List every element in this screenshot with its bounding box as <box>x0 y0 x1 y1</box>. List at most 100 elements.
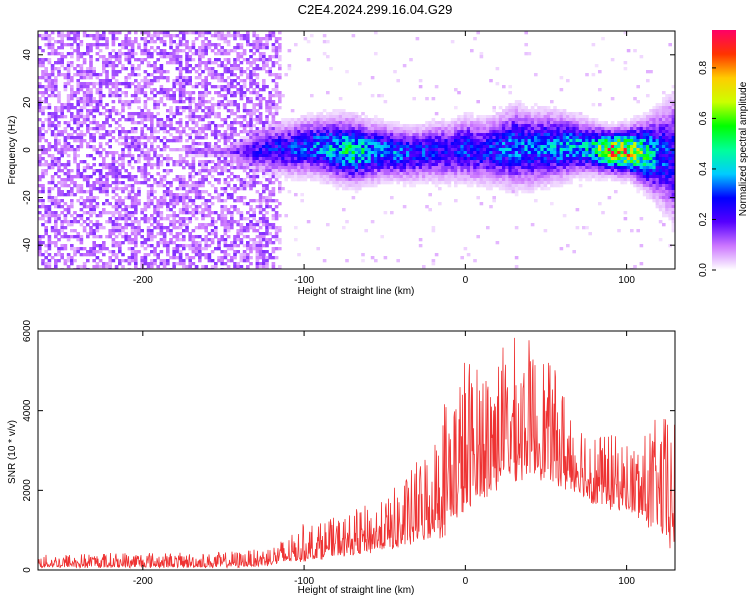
spectrogram-cell <box>194 235 199 239</box>
spectrogram-cell <box>399 124 404 128</box>
spectrogram-cell <box>185 70 189 74</box>
spectrogram-cell <box>303 169 308 173</box>
spectrogram-cell <box>73 91 77 95</box>
spectrogram-cell <box>412 166 416 170</box>
spectrogram-cell <box>342 163 346 167</box>
spectrogram-cell <box>82 262 87 266</box>
spectrogram-cell <box>217 199 221 203</box>
spectrogram-cell <box>265 157 269 161</box>
spectrogram-cell <box>431 169 436 173</box>
spectrogram-cell <box>351 169 356 173</box>
spectrogram-cell <box>255 220 260 224</box>
spectrogram-cell <box>313 127 317 131</box>
spectrogram-cell <box>255 175 260 179</box>
spectrogram-cell <box>143 154 148 158</box>
spectrogram-cell <box>63 226 68 230</box>
spectrogram-cell <box>412 181 416 185</box>
spectrogram-cell <box>297 139 301 143</box>
spectrogram-cell <box>207 256 212 260</box>
spectrogram-cell <box>351 196 356 200</box>
spectrogram-cell <box>319 172 324 176</box>
spectrogram-cell <box>150 73 154 77</box>
spectrogram-cell <box>351 124 356 128</box>
spectrogram-cell <box>188 94 192 98</box>
spectrogram-cell <box>198 193 202 197</box>
spectrogram-cell <box>249 124 253 128</box>
spectrogram-cell <box>175 127 180 131</box>
spectrogram-cell <box>274 109 279 113</box>
spectrogram-cell <box>50 85 55 89</box>
spectrogram-cell <box>217 172 221 176</box>
spectrogram-cell <box>198 223 202 227</box>
spectrogram-cell <box>322 181 327 185</box>
spectrogram-cell <box>412 184 416 188</box>
spectrogram-cell <box>470 169 474 173</box>
spectrogram-cell <box>114 121 119 125</box>
spectrogram-cell <box>230 70 234 74</box>
spectrogram-cell <box>303 157 308 161</box>
spectrogram-cell <box>236 196 240 200</box>
spectrogram-cell <box>95 34 100 38</box>
spectrogram-cell <box>63 247 68 251</box>
spectrogram-cell <box>303 133 308 137</box>
spectrogram-cell <box>441 130 445 134</box>
spectrogram-cell <box>278 238 282 242</box>
spectrogram-cell <box>441 157 445 161</box>
spectrogram-cell <box>255 136 260 140</box>
spectrogram-cell <box>249 112 253 116</box>
spectrogram-cell <box>329 67 333 71</box>
spectrogram-cell <box>182 91 186 95</box>
spectrogram-cell <box>335 112 340 116</box>
spectrogram-cell <box>143 79 148 83</box>
spectrogram-cell <box>249 178 253 182</box>
spectrogram-cell <box>159 238 164 242</box>
spectrogram-cell <box>191 148 196 152</box>
spectrogram-cell <box>274 37 279 41</box>
spectrogram-cell <box>438 157 442 161</box>
spectrogram-cell <box>127 196 132 200</box>
spectrogram-cell <box>460 124 464 128</box>
spectrogram-cell <box>271 106 276 110</box>
spectrogram-cell <box>73 34 77 38</box>
spectrogram-cell <box>380 181 384 185</box>
spectrogram-cell <box>284 148 288 152</box>
spectrogram-cell <box>79 70 84 74</box>
spectrogram-cell <box>303 163 308 167</box>
spectrogram-cell <box>105 151 109 155</box>
spectrogram-cell <box>159 241 164 245</box>
spectrogram-cell <box>262 46 266 50</box>
spectrogram-cell <box>188 127 192 131</box>
spectrogram-cell <box>172 193 176 197</box>
spectrogram-cell <box>361 157 365 161</box>
spectrogram-cell <box>66 31 71 35</box>
spectrogram-cell <box>57 142 61 146</box>
spectrogram-cell <box>146 160 151 164</box>
spectrogram-cell <box>194 148 199 152</box>
spectrogram-cell <box>367 166 372 170</box>
spectrogram-cell <box>329 166 333 170</box>
spectrogram-cell <box>44 250 48 254</box>
spectrogram-cell <box>118 262 122 266</box>
spectrogram-cell <box>281 187 285 191</box>
spectrogram-cell <box>246 61 250 65</box>
spectrogram-cell <box>114 64 119 68</box>
spectrogram-cell <box>108 229 112 233</box>
spectrogram-cell <box>217 151 221 155</box>
spectrogram-cell <box>134 67 138 71</box>
spectrogram-cell <box>156 91 160 95</box>
spectrogram-cell <box>463 163 468 167</box>
spectrogram-cell <box>76 100 80 104</box>
spectrogram-cell <box>102 202 106 206</box>
spectrogram-cell <box>66 238 71 242</box>
spectrogram-cell <box>306 166 311 170</box>
spectrogram-cell <box>249 49 253 53</box>
spectrogram-cell <box>57 148 61 152</box>
spectrogram-cell <box>66 70 71 74</box>
spectrogram-cell <box>194 103 199 107</box>
spectrogram-cell <box>50 163 55 167</box>
spectrogram-cell <box>249 73 253 77</box>
spectrogram-cell <box>268 37 272 41</box>
spectrogram-cell <box>342 112 346 116</box>
spectrogram-cell <box>463 247 468 251</box>
spectrogram-cell <box>246 43 250 47</box>
